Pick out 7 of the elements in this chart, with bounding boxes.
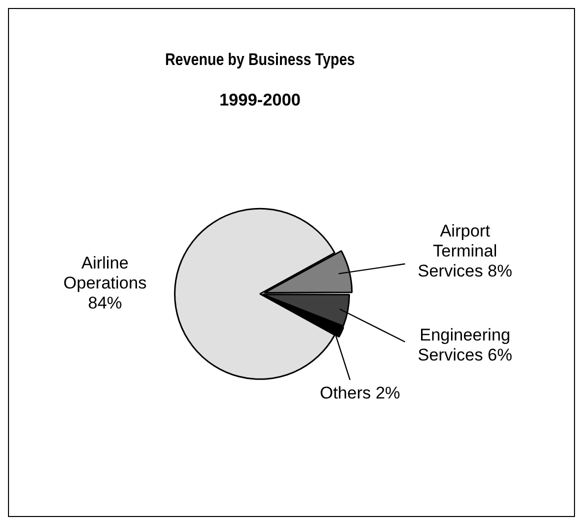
chart-title: Revenue by Business Types: [165, 50, 356, 70]
slice-label: Airline Operations: [63, 254, 147, 293]
data-label: 84%: [88, 294, 122, 313]
slice-label: Airport Terminal Services 8%: [418, 222, 512, 281]
slice-label: Others 2%: [320, 384, 400, 403]
slice-label: Engineering Services 6%: [418, 326, 512, 365]
chart-subtitle: 1999-2000: [219, 90, 301, 110]
